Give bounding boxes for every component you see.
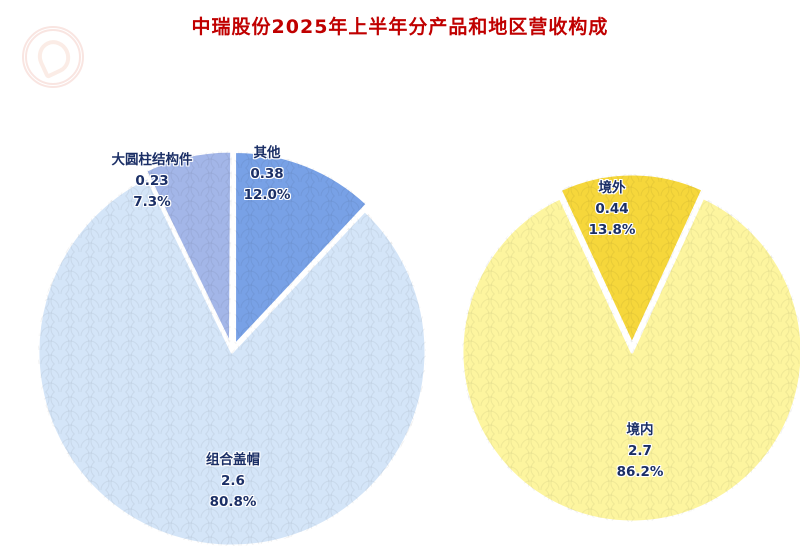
pie-slice-texture — [234, 151, 368, 346]
pie-slice-texture — [145, 151, 232, 346]
watermark-logo — [22, 26, 84, 88]
pie-slice-texture — [462, 197, 800, 522]
pie-slice-texture — [37, 177, 426, 546]
chart-title: 中瑞股份2025年上半年分产品和地区营收构成 — [191, 16, 609, 38]
pie-slice-texture — [560, 174, 703, 345]
